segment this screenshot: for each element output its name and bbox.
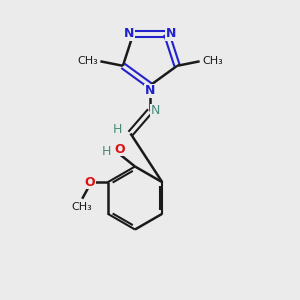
Text: CH₃: CH₃	[77, 56, 98, 66]
Text: H: H	[113, 123, 122, 136]
Text: N: N	[166, 27, 176, 40]
Text: N: N	[151, 104, 160, 118]
Text: N: N	[145, 84, 155, 98]
Text: CH₃: CH₃	[72, 202, 93, 212]
Text: O: O	[84, 176, 95, 189]
Text: CH₃: CH₃	[202, 56, 223, 66]
Text: O: O	[115, 142, 125, 156]
Text: N: N	[124, 27, 134, 40]
Text: H: H	[102, 145, 111, 158]
